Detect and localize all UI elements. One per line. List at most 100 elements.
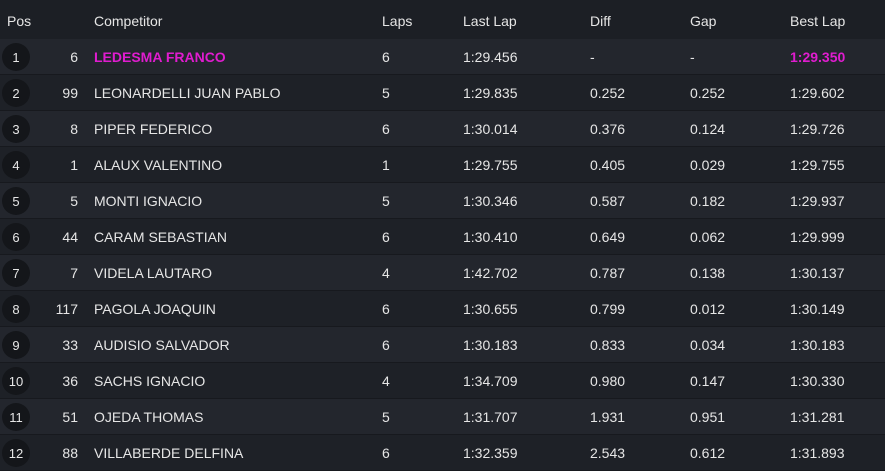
- competitor: LEDESMA FRANCO: [94, 48, 226, 65]
- diff: 0.787: [590, 264, 626, 281]
- last-lap: 1:29.835: [463, 84, 518, 101]
- car-number: 36: [62, 372, 78, 389]
- best-lap: 1:31.281: [790, 408, 845, 425]
- gap: 0.034: [690, 336, 726, 353]
- last-lap: 1:30.183: [463, 336, 518, 353]
- position: 1: [2, 43, 30, 71]
- car-number: 44: [62, 228, 78, 245]
- best-lap: 1:30.183: [790, 336, 845, 353]
- position: 7: [2, 259, 30, 287]
- car-number: 117: [55, 300, 78, 317]
- car-number: 99: [62, 84, 78, 101]
- column-header: Competitor: [94, 13, 163, 29]
- best-lap: 1:29.350: [790, 48, 846, 65]
- result-row: 4 1 ALAUX VALENTINO 1 1:29.755 0.405 0.029 1:29…: [0, 147, 885, 183]
- laps: 6: [382, 444, 390, 461]
- laps: 5: [382, 84, 390, 101]
- last-lap: 1:29.755: [463, 156, 518, 173]
- result-row: 11 51 OJEDA THOMAS 5 1:31.707 1.931 0.951 1:31.…: [0, 399, 885, 435]
- diff: 0.649: [590, 228, 626, 245]
- last-lap: 1:30.655: [463, 300, 518, 317]
- position: 9: [2, 331, 30, 359]
- diff: 0.405: [590, 156, 626, 173]
- result-row: 8 117 PAGOLA JOAQUIN 6 1:30.655 0.799 0.012 1:3…: [0, 291, 885, 327]
- laps: 4: [382, 372, 390, 389]
- position: 11: [2, 403, 30, 431]
- competitor: LEONARDELLI JUAN PABLO: [94, 84, 281, 101]
- competitor: VIDELA LAUTARO: [94, 264, 213, 281]
- laps: 5: [382, 408, 390, 425]
- result-row: 3 8 PIPER FEDERICO 6 1:30.014 0.376 0.124 1:29.…: [0, 111, 885, 147]
- gap: 0.612: [690, 444, 726, 461]
- column-header: Pos: [7, 13, 32, 29]
- result-row: 9 33 AUDISIO SALVADOR 6 1:30.183 0.833 0.034 1:…: [0, 327, 885, 363]
- column-header: Diff: [590, 13, 611, 29]
- result-row: 2 99 LEONARDELLI JUAN PABLO 5 1:29.835 0.252 0…: [0, 75, 885, 111]
- best-lap: 1:31.893: [790, 444, 845, 461]
- diff: 0.833: [590, 336, 626, 353]
- laps: 6: [382, 48, 390, 65]
- car-number: 88: [62, 444, 78, 461]
- last-lap: 1:30.410: [463, 228, 518, 245]
- last-lap: 1:42.702: [463, 264, 518, 281]
- diff: 0.587: [590, 192, 626, 209]
- result-row: 1 6 LEDESMA FRANCO 6 1:29.456 - - 1:29.350: [0, 39, 885, 75]
- laps: 5: [382, 192, 390, 209]
- best-lap: 1:29.602: [790, 84, 845, 101]
- competitor: CARAM SEBASTIAN: [94, 228, 228, 245]
- car-number: 5: [70, 192, 78, 209]
- header-row: Pos Competitor Laps Last Lap Diff Gap Best Lap: [0, 0, 885, 40]
- column-header: Gap: [690, 13, 717, 29]
- gap: 0.182: [690, 192, 726, 209]
- last-lap: 1:30.014: [463, 120, 518, 137]
- gap: 0.252: [690, 84, 726, 101]
- result-row: 12 88 VILLABERDE DELFINA 6 1:32.359 2.543 0.61…: [0, 435, 885, 471]
- last-lap: 1:34.709: [463, 372, 518, 389]
- car-number: 1: [70, 156, 78, 173]
- diff: 1.931: [590, 408, 626, 425]
- result-row: 5 5 MONTI IGNACIO 5 1:30.346 0.587 0.182 1:29.9…: [0, 183, 885, 219]
- position: 8: [2, 295, 30, 323]
- column-header: Last Lap: [463, 13, 517, 29]
- car-number: 51: [62, 408, 78, 425]
- car-number: 33: [62, 336, 78, 353]
- result-row: 10 36 SACHS IGNACIO 4 1:34.709 0.980 0.147 1:30…: [0, 363, 885, 399]
- gap: -: [690, 48, 695, 65]
- car-number: 6: [70, 48, 78, 65]
- gap: 0.012: [690, 300, 726, 317]
- gap: 0.138: [690, 264, 726, 281]
- diff: 0.376: [590, 120, 626, 137]
- laps: 4: [382, 264, 390, 281]
- laps: 6: [382, 120, 390, 137]
- laps: 1: [382, 156, 390, 173]
- position: 6: [2, 223, 30, 251]
- gap: 0.029: [690, 156, 726, 173]
- gap: 0.062: [690, 228, 726, 245]
- diff: 0.799: [590, 300, 626, 317]
- position: 4: [2, 151, 30, 179]
- gap: 0.147: [690, 372, 726, 389]
- result-row: 7 7 VIDELA LAUTARO 4 1:42.702 0.787 0.138 1:30.…: [0, 255, 885, 291]
- diff: 0.980: [590, 372, 626, 389]
- competitor: ALAUX VALENTINO: [94, 156, 223, 173]
- best-lap: 1:29.937: [790, 192, 845, 209]
- position: 12: [2, 439, 30, 467]
- diff: -: [590, 48, 595, 65]
- competitor: AUDISIO SALVADOR: [94, 336, 230, 353]
- laps: 6: [382, 228, 390, 245]
- position: 10: [2, 367, 30, 395]
- last-lap: 1:32.359: [463, 444, 518, 461]
- competitor: VILLABERDE DELFINA: [94, 444, 244, 461]
- diff: 0.252: [590, 84, 626, 101]
- position: 2: [2, 79, 30, 107]
- column-header: Best Lap: [790, 13, 846, 29]
- position: 3: [2, 115, 30, 143]
- competitor: MONTI IGNACIO: [94, 192, 203, 209]
- competitor: OJEDA THOMAS: [94, 408, 204, 425]
- last-lap: 1:30.346: [463, 192, 518, 209]
- laps: 6: [382, 300, 390, 317]
- gap: 0.951: [690, 408, 726, 425]
- result-row: 6 44 CARAM SEBASTIAN 6 1:30.410 0.649 0.062 1:2…: [0, 219, 885, 255]
- car-number: 8: [70, 120, 78, 137]
